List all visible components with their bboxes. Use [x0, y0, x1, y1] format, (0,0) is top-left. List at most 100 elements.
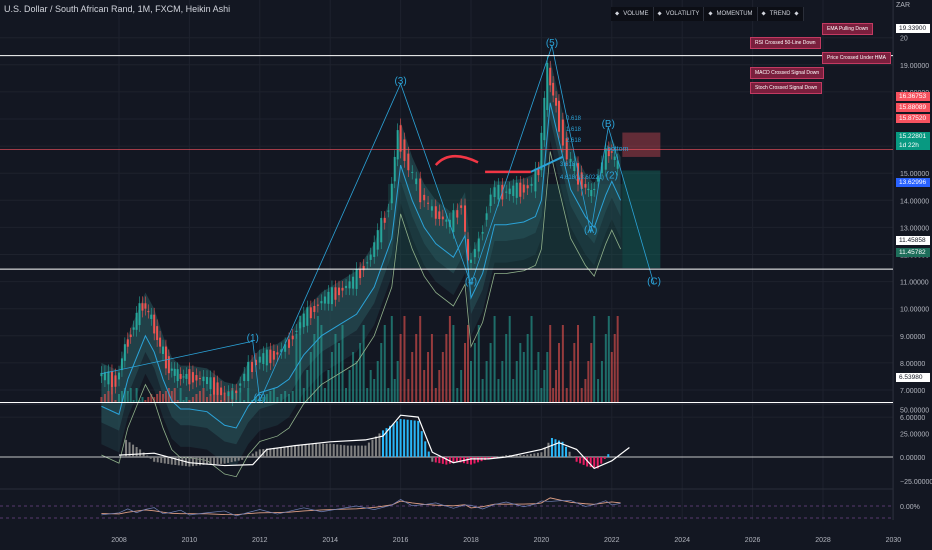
macd-hist-bar	[543, 447, 546, 457]
volume-bar	[123, 388, 126, 403]
macd-hist-bar	[325, 443, 328, 457]
volume-bar	[526, 334, 529, 403]
macd-hist-bar	[265, 448, 268, 457]
volume-bar	[565, 388, 568, 403]
macd-hist-bar	[301, 444, 304, 457]
price-tick-label: 6.00000	[900, 415, 925, 422]
macd-hist-bar	[536, 452, 539, 457]
macd-signal-line	[118, 414, 630, 470]
volume-bar	[341, 325, 344, 403]
volume-bar	[415, 334, 418, 403]
macd-hist-bar	[420, 431, 423, 457]
macd-hist-bar	[149, 457, 152, 459]
zone-target	[622, 170, 661, 269]
macd-hist-bar	[343, 445, 346, 457]
candle-body	[515, 182, 518, 198]
time-tick-label: 2028	[815, 537, 831, 544]
candle-body	[176, 369, 179, 382]
time-tick-label: 2030	[886, 537, 902, 544]
fib-label-2: 2.618	[566, 138, 582, 144]
macd-hist-bar	[332, 444, 335, 457]
hud-momentum[interactable]: ⬥ MOMENTUM	[704, 7, 758, 21]
candle-body	[107, 371, 110, 385]
volume-bar	[610, 352, 613, 403]
volume-bar	[399, 334, 402, 403]
volume-bar	[320, 325, 323, 403]
candle-body	[167, 356, 170, 374]
candle-body	[150, 314, 153, 319]
candle-body	[380, 217, 383, 243]
signal-ema-pulling-down: EMA Pulling Down	[822, 23, 874, 35]
time-tick-label: 2008	[111, 537, 127, 544]
macd-hist-bar	[213, 457, 216, 465]
time-tick-label: 2016	[393, 537, 409, 544]
macd-hist-bar	[589, 457, 592, 468]
volume-bar	[150, 394, 153, 403]
macd-hist-bar	[276, 447, 279, 457]
chevron-down-icon: ⬥	[761, 10, 766, 17]
candle-body	[123, 344, 126, 361]
macd-hist-bar	[413, 420, 416, 457]
macd-hist-bar	[505, 455, 508, 457]
macd-hist-bar	[174, 457, 177, 465]
macd-hist-bar	[234, 457, 237, 462]
chevron-down-icon: ⬥	[794, 10, 799, 17]
chevron-down-icon: ⬥	[657, 10, 662, 17]
candle-body	[519, 182, 522, 197]
candle-body	[269, 349, 272, 364]
macd-hist-bar	[434, 457, 437, 463]
hud-volatility[interactable]: ⬥ VOLATILITY	[654, 7, 705, 21]
macd-hist-bar	[378, 433, 381, 457]
candle-body	[262, 353, 265, 364]
wave-path	[101, 44, 655, 403]
macd-hist-bar	[396, 421, 399, 457]
volume-bar	[485, 361, 488, 403]
macd-hist-bar	[470, 457, 472, 465]
volume-bar	[561, 325, 564, 403]
price-tag: 16.36753	[896, 92, 930, 101]
macd-hist-bar	[593, 457, 596, 468]
price-tick-label: 15.00000	[900, 171, 929, 178]
hud-trend[interactable]: ⬥ TREND ⬥	[758, 7, 804, 21]
macd-hist-bar	[322, 443, 325, 457]
candle-body	[103, 372, 106, 381]
candle-body	[396, 130, 399, 160]
candle-body	[220, 387, 223, 396]
candle-body	[464, 205, 467, 232]
macd-hist-bar	[438, 457, 441, 464]
macd-hist-bar	[533, 453, 536, 457]
volume-bar	[195, 394, 198, 403]
macd-hist-bar	[139, 449, 142, 457]
volume-bar	[191, 397, 194, 403]
volume-bar	[316, 316, 319, 403]
signal-macd-crossed: MACD Crossed Signal Down	[750, 67, 825, 79]
horizontal-levels[interactable]	[0, 55, 893, 403]
macd-tick-label: 0.00000	[900, 455, 925, 462]
macd-hist-bar	[318, 443, 321, 457]
price-tag: 13.62996	[896, 178, 930, 187]
volume-bar	[164, 391, 167, 403]
macd-hist-bar	[308, 444, 311, 457]
volume-bar	[590, 343, 593, 403]
macd-hist-bar	[272, 447, 275, 457]
candle-body	[276, 352, 279, 355]
volume-bar	[120, 391, 123, 403]
volume-bar	[118, 394, 120, 403]
candle-body	[348, 281, 351, 289]
macd-hist-bar	[529, 453, 532, 457]
volume-bar	[179, 388, 182, 403]
macd-hist-bar	[255, 451, 258, 457]
candle-body	[597, 175, 600, 182]
candle-body	[434, 206, 437, 219]
hud-volume[interactable]: ⬥ VOLUME	[611, 7, 654, 21]
volume-bar	[129, 388, 132, 403]
volume-bar	[173, 388, 176, 403]
volume-bar	[272, 388, 275, 403]
macd-hist-bar	[399, 419, 402, 457]
volume-bar	[135, 388, 138, 403]
volume-bar	[537, 352, 540, 403]
macd-hist-bar	[385, 428, 388, 457]
volume-bar	[147, 397, 150, 403]
candle-body	[604, 148, 607, 170]
